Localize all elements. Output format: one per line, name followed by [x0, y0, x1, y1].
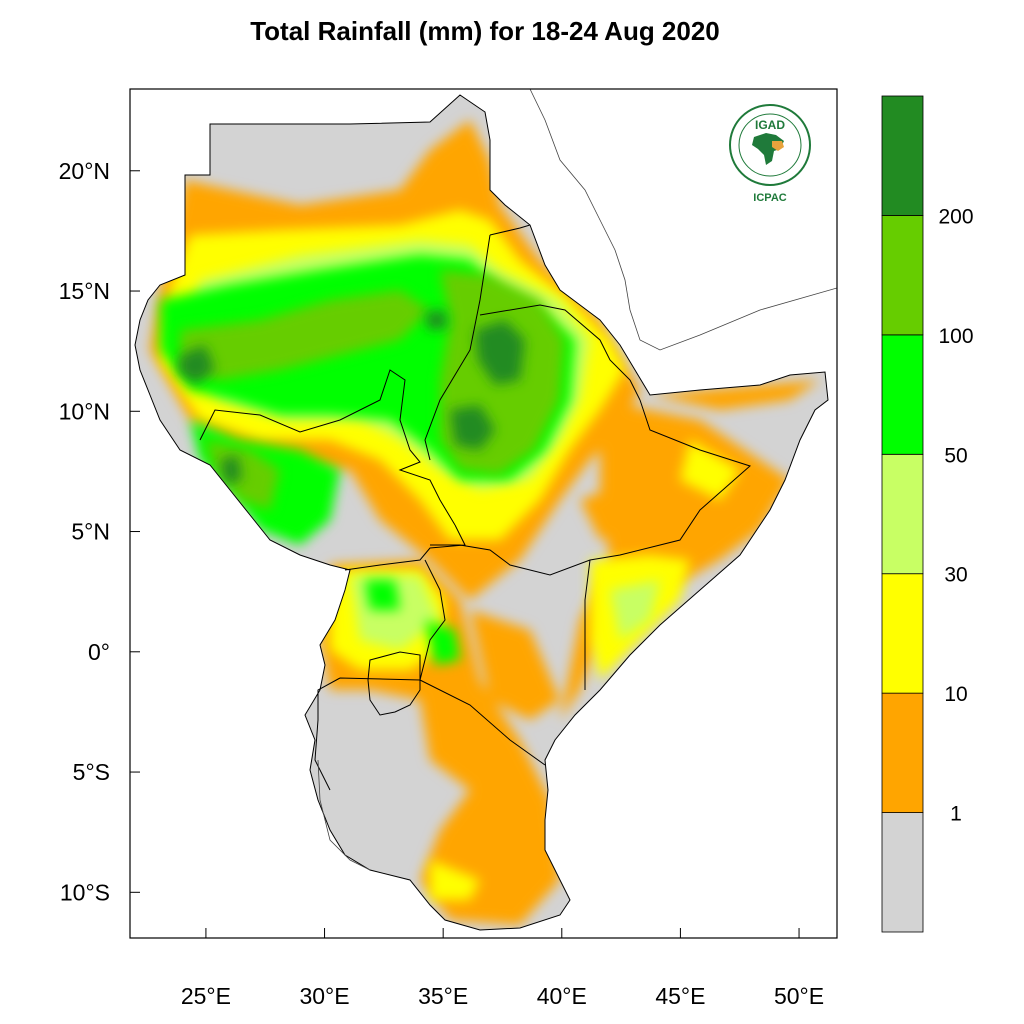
x-tick-label: 30°E: [299, 983, 349, 1009]
legend-label: 1: [950, 803, 962, 826]
y-tick-label: 10°S: [60, 879, 110, 905]
x-tick-label: 35°E: [418, 983, 468, 1009]
x-axis: 25°E 30°E 35°E 40°E 45°E 50°E: [181, 928, 824, 1009]
x-tick-label: 50°E: [774, 983, 824, 1009]
horn-highlight-icon: [772, 141, 784, 151]
legend-swatch: [881, 334, 924, 455]
legend-swatch: [881, 573, 924, 694]
legend-label: 50: [944, 444, 967, 467]
map-title: Total Rainfall (mm) for 18-24 Aug 2020: [250, 16, 720, 46]
x-tick-label: 25°E: [181, 983, 231, 1009]
y-tick-label: 15°N: [59, 278, 110, 304]
legend-label: 100: [938, 325, 973, 348]
y-tick-label: 0°: [88, 639, 110, 665]
y-tick-label: 5°N: [71, 519, 110, 545]
legend-label: 200: [938, 205, 973, 228]
y-tick-label: 10°N: [59, 398, 110, 424]
legend-label: 10: [944, 683, 967, 706]
legend-swatch: [881, 453, 924, 575]
igad-icpac-logo: IGAD ICPAC: [729, 104, 811, 204]
map-frame: [129, 88, 838, 939]
y-axis: 20°N 15°N 10°N 5°N 0° 5°S 10°S: [59, 158, 140, 905]
x-tick-label: 45°E: [655, 983, 705, 1009]
x-tick-label: 40°E: [537, 983, 587, 1009]
legend-swatch: [881, 692, 924, 813]
logo-acronym: IGAD: [755, 118, 785, 132]
country-borders: [134, 94, 829, 931]
legend-swatch: [881, 95, 924, 216]
legend-colorbar: 1 10 30 50 100 200: [881, 95, 974, 933]
legend-swatch: [881, 812, 924, 933]
legend-label: 30: [944, 564, 967, 587]
logo-caption: ICPAC: [753, 192, 786, 204]
y-tick-label: 5°S: [73, 759, 110, 785]
y-tick-label: 20°N: [59, 158, 110, 184]
legend-swatch: [881, 215, 924, 336]
outside-coastlines: [317, 89, 837, 871]
